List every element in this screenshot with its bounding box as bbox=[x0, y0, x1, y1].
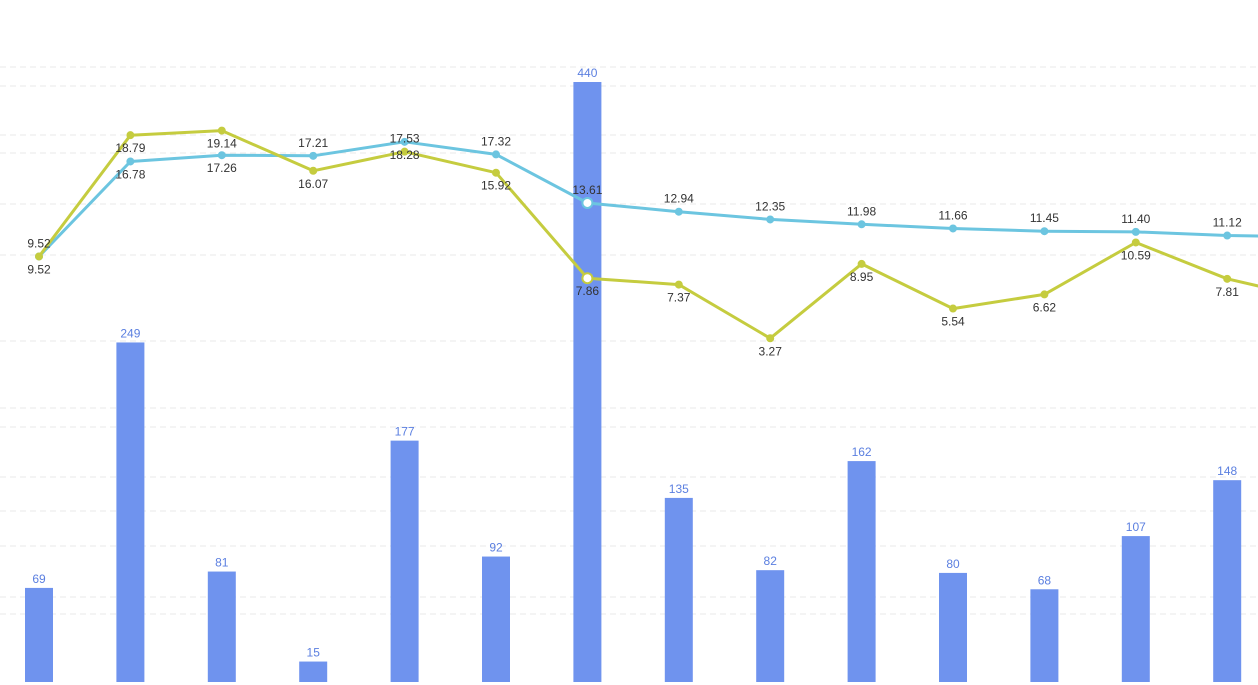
bar bbox=[390, 440, 419, 682]
line-point-labels: 9.52 16.78 17.26 17.21 18.28 17.32 13.61 12.94 1… bbox=[27, 132, 1242, 359]
line-point bbox=[581, 196, 594, 209]
bar-value-label: 69 bbox=[32, 572, 46, 586]
bar bbox=[299, 661, 328, 682]
line-point bbox=[1131, 227, 1140, 236]
bar bbox=[482, 556, 510, 682]
line-point-label: 15.92 bbox=[481, 179, 511, 193]
bar bbox=[1030, 589, 1059, 682]
line-point bbox=[35, 252, 43, 261]
line-point-label: 12.94 bbox=[664, 192, 694, 206]
bar bbox=[116, 342, 145, 682]
line-point bbox=[126, 131, 135, 140]
line-point-label: 12.35 bbox=[755, 199, 785, 213]
line-point-label: 13.61 bbox=[572, 183, 602, 197]
line-point bbox=[581, 272, 594, 285]
line-point bbox=[309, 151, 318, 160]
grid-lines bbox=[0, 66, 1258, 615]
line-point-label: 8.95 bbox=[850, 270, 874, 284]
line-point-label: 16.07 bbox=[298, 177, 328, 191]
bar bbox=[847, 461, 876, 682]
line-point-label: 11.66 bbox=[938, 208, 967, 222]
line-point bbox=[126, 157, 135, 166]
bar-value-label: 107 bbox=[1126, 520, 1146, 534]
line-point bbox=[1040, 227, 1049, 236]
line-point-label: 7.81 bbox=[1216, 285, 1240, 299]
bar-value-label: 80 bbox=[946, 557, 960, 571]
line-point bbox=[492, 168, 500, 177]
bar bbox=[939, 572, 967, 682]
line-point-label: 6.62 bbox=[1033, 300, 1057, 314]
line-point-label: 16.78 bbox=[115, 167, 145, 181]
line-point bbox=[217, 151, 226, 160]
bar bbox=[756, 570, 785, 682]
line-point-label: 17.21 bbox=[298, 136, 328, 150]
line-point-label: 11.12 bbox=[1213, 216, 1242, 230]
line-point-label: 19.14 bbox=[207, 137, 237, 151]
line-point bbox=[217, 126, 226, 135]
bar-value-label: 162 bbox=[852, 445, 872, 459]
line-point-label: 11.45 bbox=[1030, 211, 1059, 225]
line-point-label: 11.98 bbox=[847, 204, 876, 218]
bar-value-label: 68 bbox=[1038, 573, 1052, 587]
bar bbox=[573, 82, 602, 682]
line-point-label: 11.40 bbox=[1121, 212, 1150, 226]
line-point-label: 10.59 bbox=[1121, 248, 1151, 262]
bar-series bbox=[25, 82, 1242, 682]
bar-value-label: 15 bbox=[307, 646, 321, 660]
bar-value-label: 148 bbox=[1217, 464, 1237, 478]
line-point-label: 17.53 bbox=[390, 132, 420, 146]
line-point bbox=[400, 147, 409, 156]
line-point bbox=[766, 215, 775, 224]
line-point-label: 9.52 bbox=[27, 262, 51, 276]
line-point-label: 7.86 bbox=[576, 284, 600, 298]
line-series bbox=[35, 126, 1258, 343]
bar-value-label: 249 bbox=[120, 326, 140, 340]
bar-value-label: 135 bbox=[669, 482, 689, 496]
line-point-label: 17.32 bbox=[481, 134, 511, 148]
line-point bbox=[949, 304, 957, 313]
line-point-label: 3.27 bbox=[759, 344, 783, 358]
line-point bbox=[492, 150, 500, 159]
line-point-label: 18.79 bbox=[115, 141, 145, 155]
line-point-label: 5.54 bbox=[941, 315, 965, 329]
bar bbox=[1213, 480, 1242, 682]
bar-value-label: 81 bbox=[215, 556, 229, 570]
bar-value-label: 92 bbox=[489, 541, 503, 555]
bar-value-label: 440 bbox=[577, 66, 597, 80]
bar bbox=[1121, 536, 1150, 682]
line-point bbox=[674, 280, 683, 289]
line-point bbox=[674, 207, 683, 216]
bar-value-label: 177 bbox=[395, 425, 415, 439]
line-point-label: 17.26 bbox=[207, 161, 237, 175]
bar-labels: 69 249 81 15 177 92 440 135 82 162 80 68 107 148 bbox=[32, 66, 1237, 660]
line-point bbox=[400, 137, 409, 146]
line-point-label: 18.28 bbox=[390, 148, 420, 162]
line-point bbox=[309, 166, 318, 175]
bar-value-label: 82 bbox=[764, 554, 778, 568]
line-point bbox=[857, 220, 866, 229]
line-point-label: 9.52 bbox=[27, 236, 51, 250]
bar bbox=[25, 587, 53, 682]
bar bbox=[664, 497, 693, 682]
line-point bbox=[1223, 231, 1232, 240]
line-point bbox=[857, 259, 866, 268]
line-point bbox=[949, 224, 957, 233]
line-point bbox=[766, 334, 775, 343]
bar bbox=[207, 571, 236, 682]
line-point bbox=[1223, 274, 1232, 283]
line-point bbox=[1040, 290, 1049, 299]
line-point-label: 7.37 bbox=[667, 291, 691, 305]
line-point bbox=[1131, 238, 1140, 247]
